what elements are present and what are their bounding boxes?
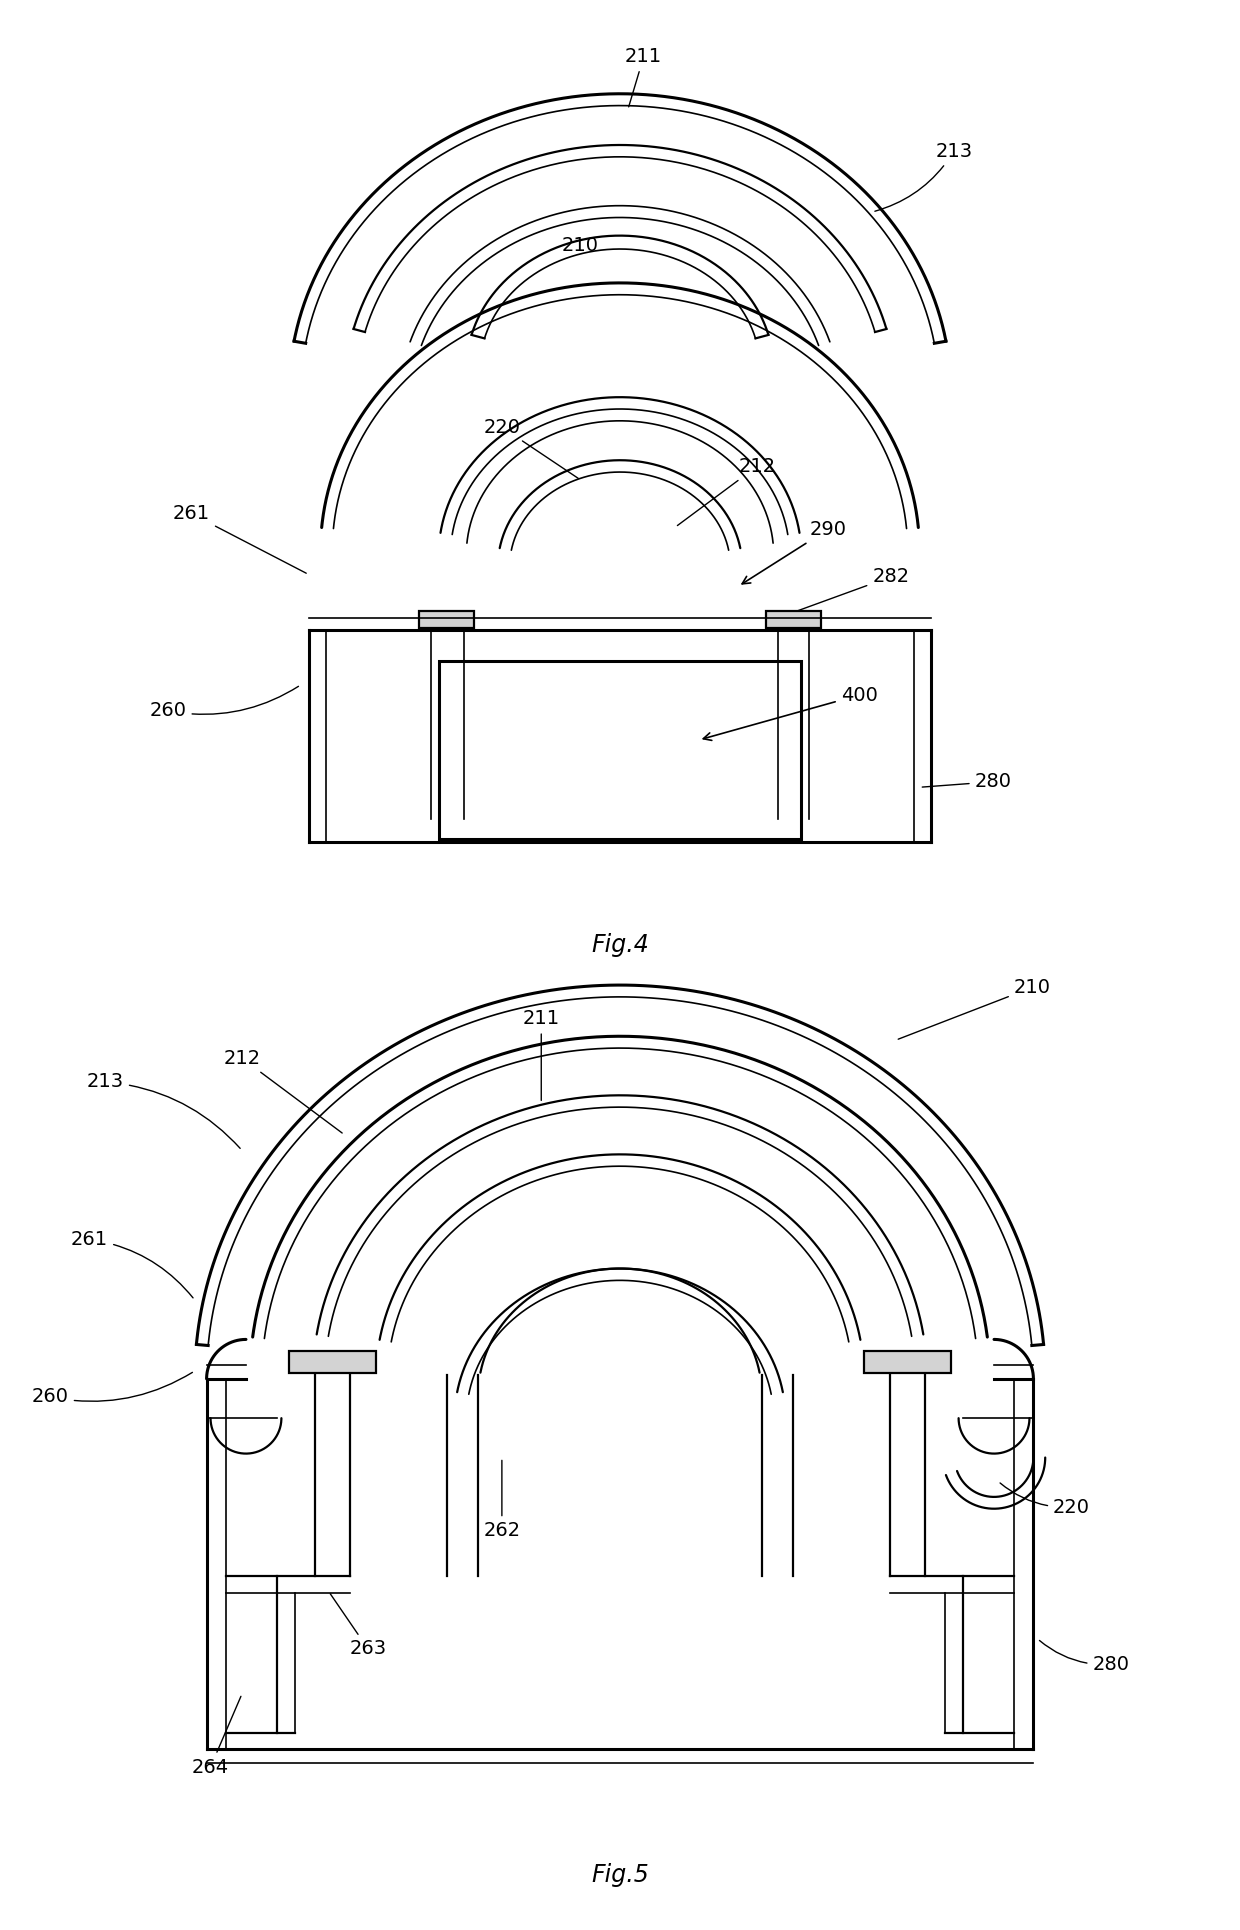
Bar bbox=[289, 1351, 376, 1374]
Text: 213: 213 bbox=[87, 1073, 241, 1148]
Text: 212: 212 bbox=[223, 1048, 342, 1133]
Text: 210: 210 bbox=[562, 235, 599, 255]
Text: 290: 290 bbox=[742, 519, 846, 585]
Text: 260: 260 bbox=[150, 687, 299, 720]
Text: 220: 220 bbox=[484, 417, 578, 479]
Bar bbox=[864, 1351, 951, 1374]
Bar bbox=[439, 662, 801, 838]
Text: 260: 260 bbox=[32, 1372, 192, 1407]
Text: 282: 282 bbox=[796, 567, 909, 612]
Text: Fig.4: Fig.4 bbox=[591, 932, 649, 957]
Text: 220: 220 bbox=[1001, 1482, 1090, 1517]
Text: 263: 263 bbox=[330, 1594, 387, 1658]
Bar bbox=[419, 610, 474, 627]
Text: 212: 212 bbox=[677, 457, 775, 525]
Text: 210: 210 bbox=[898, 979, 1050, 1038]
Text: 261: 261 bbox=[174, 504, 306, 573]
Text: Fig.5: Fig.5 bbox=[591, 1862, 649, 1888]
Text: 280: 280 bbox=[923, 772, 1012, 791]
Text: 280: 280 bbox=[1039, 1640, 1130, 1673]
Bar bbox=[766, 610, 821, 627]
Text: 264: 264 bbox=[192, 1696, 241, 1776]
Text: 261: 261 bbox=[71, 1229, 193, 1297]
Text: 213: 213 bbox=[875, 141, 972, 210]
Text: 400: 400 bbox=[703, 685, 878, 741]
Text: 262: 262 bbox=[484, 1461, 521, 1540]
Text: 211: 211 bbox=[523, 1009, 559, 1100]
Text: 211: 211 bbox=[625, 46, 662, 106]
